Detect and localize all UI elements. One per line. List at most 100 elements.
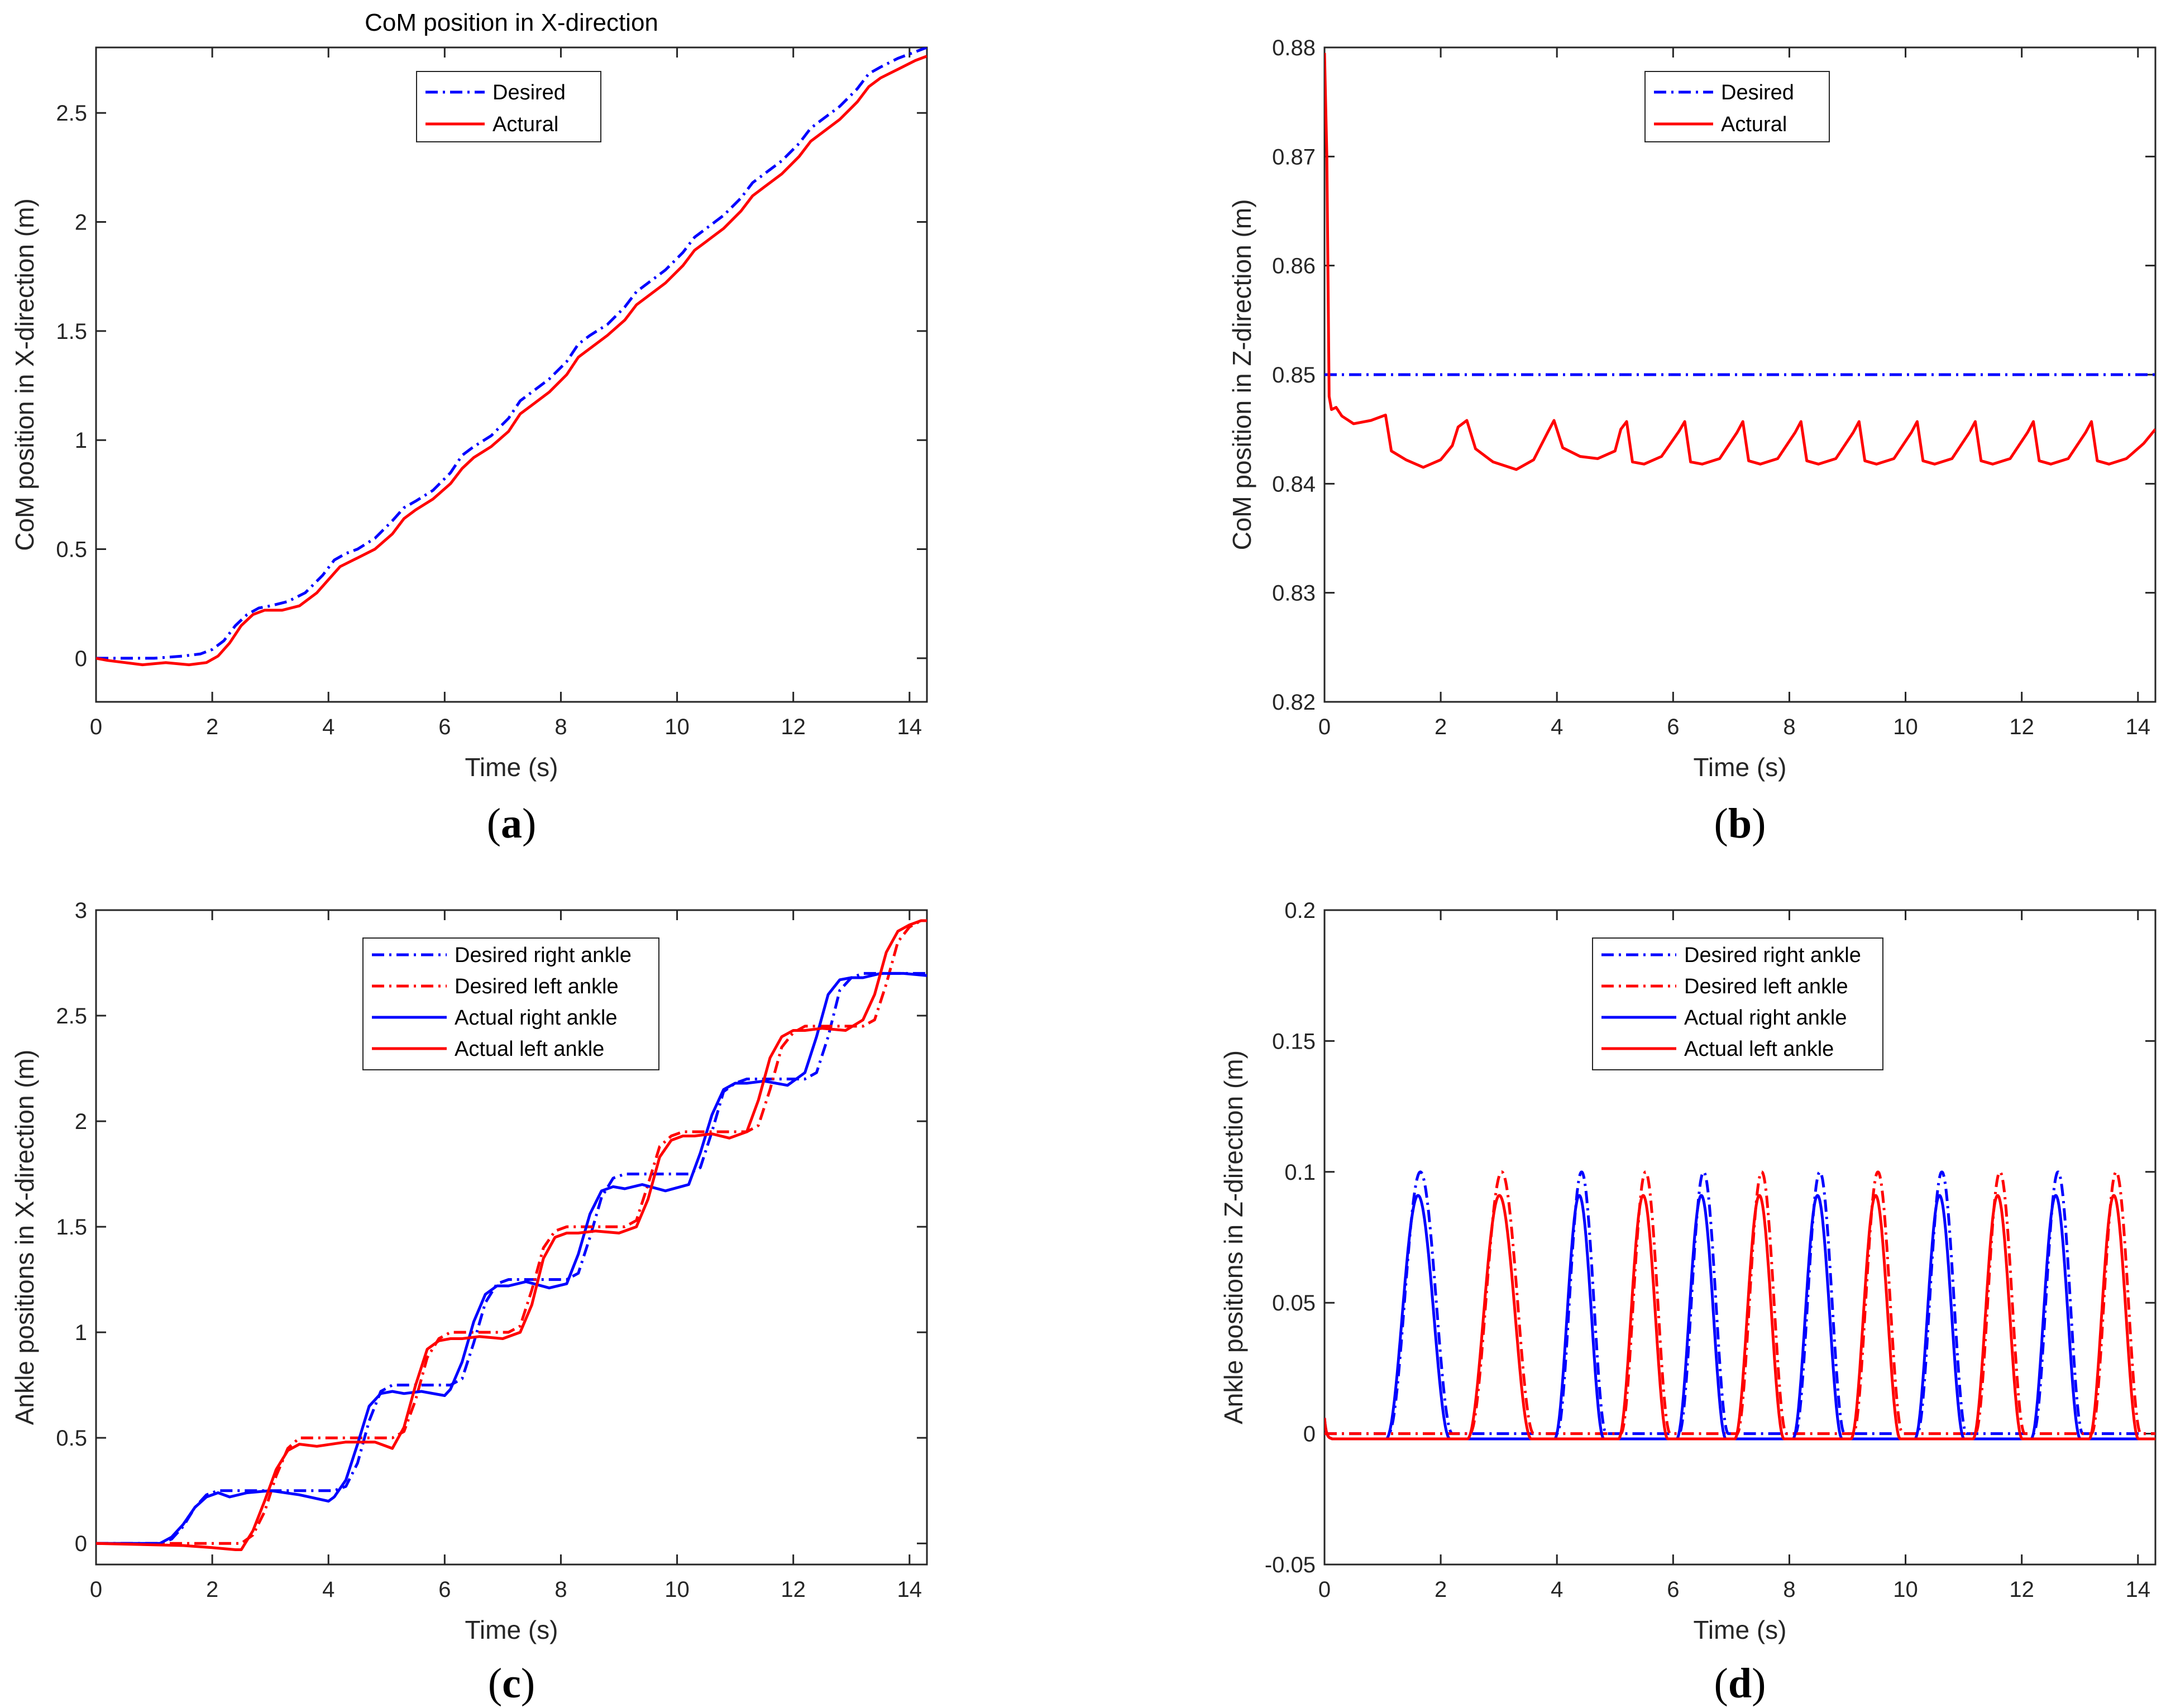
y-tick-label: 0 — [1303, 1422, 1316, 1447]
y-tick-label: 0.1 — [1284, 1160, 1316, 1185]
y-tick-label: 2.5 — [56, 101, 87, 126]
y-tick-label: 0.87 — [1272, 145, 1316, 169]
x-tick-label: 6 — [438, 1577, 451, 1602]
x-tick-label: 14 — [897, 1577, 922, 1602]
y-tick-label: 0 — [75, 1532, 87, 1556]
series-line-actual-left-ankle — [1325, 1194, 2155, 1441]
panel-a-plot-area — [95, 46, 928, 703]
panel-b-legend: Desired Actural — [1644, 71, 1830, 142]
x-tick-label: 14 — [897, 715, 922, 739]
panel-a-caption: (a) — [487, 800, 537, 847]
x-tick-label: 4 — [322, 715, 334, 739]
x-tick-label: 4 — [322, 1577, 334, 1602]
y-tick-label: 0.85 — [1272, 363, 1316, 387]
y-tick-label: 0 — [75, 647, 87, 671]
x-tick-label: 2 — [1435, 1577, 1447, 1602]
panel-c-legend-act-right: Actual right ankle — [455, 1006, 618, 1030]
x-tick-label: 4 — [1551, 715, 1563, 739]
panel-a-x-ticks: 0 2 4 6 8 10 12 14 — [90, 47, 922, 739]
panel-a-x-label: Time (s) — [465, 753, 558, 782]
panel-d-caption-letter: d — [1728, 1660, 1752, 1707]
panel-b-caption-letter: b — [1728, 800, 1752, 847]
x-tick-label: 2 — [1435, 715, 1447, 739]
panel-b-y-label: CoM position in Z-direction (m) — [1227, 199, 1256, 551]
panel-a-y-label: CoM position in X-direction (m) — [10, 198, 39, 551]
x-tick-label: 14 — [2126, 1577, 2151, 1602]
x-tick-label: 6 — [1667, 1577, 1679, 1602]
series-line-actural — [1325, 52, 2155, 471]
x-tick-label: 12 — [2009, 715, 2034, 739]
panel-a-legend-desired: Desired — [493, 81, 566, 104]
panel-c-legend-act-left: Actual left ankle — [455, 1037, 604, 1061]
series-line-desired — [96, 47, 927, 660]
panel-d-legend-act-left: Actual left ankle — [1684, 1037, 1834, 1061]
panel-d-series — [1325, 1170, 2155, 1441]
panel-c-legend: Desired right ankle Desired left ankle A… — [362, 937, 659, 1070]
y-tick-label: 0.86 — [1272, 254, 1316, 279]
x-tick-label: 4 — [1551, 1577, 1563, 1602]
series-line-desired-right-ankle — [1325, 1170, 2155, 1436]
series-line-actual-left-ankle — [96, 919, 927, 1551]
panel-b-y-ticks: 0.82 0.83 0.84 0.85 0.86 0.87 0.88 — [1272, 36, 2155, 715]
panel-a-y-ticks: 0 0.5 1 1.5 2 2.5 — [56, 101, 927, 671]
y-tick-label: 1 — [75, 428, 87, 453]
x-tick-label: 12 — [2009, 1577, 2034, 1602]
x-tick-label: 8 — [1783, 715, 1795, 739]
panel-a-legend-actual: Actural — [493, 113, 558, 136]
x-tick-label: 8 — [554, 1577, 567, 1602]
x-tick-label: 6 — [1667, 715, 1679, 739]
y-tick-label: 0.2 — [1284, 898, 1316, 923]
y-tick-label: 2.5 — [56, 1004, 87, 1028]
x-tick-label: 0 — [1318, 715, 1331, 739]
panel-c-y-ticks: 0 0.5 1 1.5 2 2.5 3 — [56, 898, 927, 1556]
panel-a-caption-letter: a — [501, 800, 522, 847]
y-tick-label: 0.5 — [56, 1426, 87, 1451]
x-tick-label: 12 — [781, 1577, 806, 1602]
panel-b: 0 2 4 6 8 10 12 14 0.82 0.83 0.84 0.85 0.86 0.87 0.88… — [1227, 36, 2157, 847]
panel-a-legend-box — [416, 71, 601, 142]
y-tick-label: 2 — [75, 210, 87, 235]
series-line-desired-left-ankle — [96, 919, 922, 1545]
panel-c-y-label: Ankle positions in X-direction (m) — [10, 1050, 39, 1425]
x-tick-label: 10 — [664, 715, 690, 739]
x-tick-label: 0 — [90, 715, 102, 739]
panel-b-legend-box — [1644, 71, 1830, 142]
y-tick-label: -0.05 — [1265, 1553, 1316, 1577]
x-tick-label: 2 — [206, 1577, 218, 1602]
panel-a-title: CoM position in X-direction — [365, 9, 658, 36]
panel-b-legend-desired: Desired — [1721, 81, 1794, 104]
panel-c: 0 2 4 6 8 10 12 14 0 0.5 1 1.5 2 2.5 3 Time (s) Ankle… — [10, 898, 928, 1707]
x-tick-label: 14 — [2126, 715, 2151, 739]
y-tick-label: 0.83 — [1272, 581, 1316, 606]
panel-c-caption: (c) — [488, 1660, 535, 1707]
panel-b-caption: (b) — [1714, 800, 1766, 847]
x-tick-label: 6 — [438, 715, 451, 739]
y-tick-label: 0.5 — [56, 538, 87, 562]
panel-c-legend-des-left: Desired left ankle — [455, 975, 619, 998]
panel-b-series — [1325, 52, 2155, 471]
panel-a-legend: Desired Actural — [416, 71, 601, 142]
y-tick-label: 0.82 — [1272, 690, 1316, 715]
x-tick-label: 0 — [1318, 1577, 1331, 1602]
x-tick-label: 10 — [1893, 715, 1918, 739]
panel-d-legend-act-right: Actual right ankle — [1684, 1006, 1847, 1030]
panel-d-x-label: Time (s) — [1694, 1615, 1787, 1644]
y-tick-label: 0.88 — [1272, 36, 1316, 60]
panel-a-series — [96, 47, 927, 667]
panel-d-legend-des-right: Desired right ankle — [1684, 944, 1861, 967]
y-tick-label: 1.5 — [56, 1215, 87, 1240]
x-tick-label: 10 — [1893, 1577, 1918, 1602]
panel-b-x-label: Time (s) — [1694, 753, 1787, 782]
panel-d-y-label: Ankle positions in Z-direction (m) — [1219, 1050, 1248, 1424]
panel-c-legend-des-right: Desired right ankle — [455, 944, 632, 967]
panel-d-legend: Desired right ankle Desired left ankle A… — [1592, 937, 1883, 1070]
y-tick-label: 0.05 — [1272, 1291, 1316, 1315]
series-line-actural — [96, 55, 927, 667]
x-tick-label: 10 — [664, 1577, 690, 1602]
y-tick-label: 2 — [75, 1109, 87, 1134]
x-tick-label: 12 — [781, 715, 806, 739]
panel-c-x-label: Time (s) — [465, 1615, 558, 1644]
panel-d-x-ticks: 0 2 4 6 8 10 12 14 — [1318, 910, 2150, 1602]
